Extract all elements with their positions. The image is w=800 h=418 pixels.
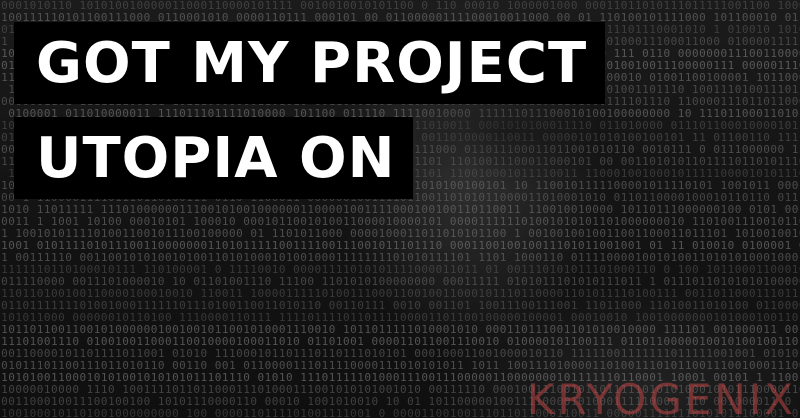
binary-row: 0011110000 0011101000010 10 01101001110 … — [0, 275, 800, 288]
binary-row: 11010 11011111 1110100000011100101001000… — [0, 203, 800, 216]
watermark-logo: KRYOGENIX — [526, 375, 796, 418]
headline-line-2: UTOPIA ON — [14, 117, 414, 199]
binary-row: 0110110100100110000100010010 110011 1000… — [0, 287, 800, 300]
binary-row: 100110000101101111011001 01010 111000101… — [0, 347, 800, 360]
binary-row: 11 10010101111010011001011100100000 01 1… — [0, 227, 800, 240]
headline-line-1: GOT MY PROJECT — [14, 22, 606, 104]
binary-row: 00001010110 1010100100000110001100001011… — [0, 0, 800, 12]
binary-row: 1101101100110010100000010010010110010100… — [0, 323, 800, 336]
binary-row: 01 00111110 0011001010100101001101010001… — [0, 251, 800, 264]
binary-row: 1101011000 00000010110100 1110000110111 … — [0, 311, 800, 324]
binary-row: 11001 0101111010111001100000001101011111… — [0, 239, 800, 252]
binary-row: 101011101100111011010110 00110 001 01100… — [0, 359, 800, 372]
binary-row: 01111110110100010111 110100001 0 1111001… — [0, 263, 800, 276]
binary-row: 00011 1 1001 10100 00010101 100010 00010… — [0, 215, 800, 228]
binary-row: 111101001110 010010011000110010000100011… — [0, 335, 800, 348]
binary-row: 0011011111110100100011111101110100110011… — [0, 299, 800, 312]
